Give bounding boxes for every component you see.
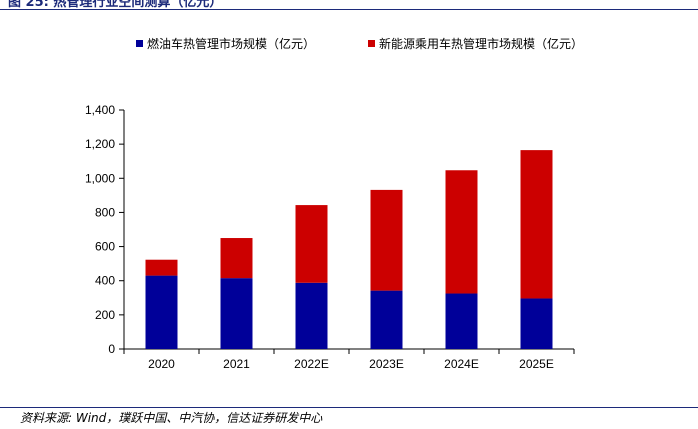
stacked-bar-chart: 0 200 400 600 800 1,000 1,200 1,400 2020 2021 2022… [85, 103, 575, 371]
legend-swatch-nev [368, 40, 375, 47]
bar-nev [370, 189, 403, 291]
x-tick-label: 2024E [444, 357, 479, 371]
bar-fuel [145, 275, 178, 349]
bar-nev [520, 150, 553, 299]
bar-fuel [220, 278, 253, 349]
y-tick-label: 600 [95, 240, 115, 254]
x-tick-label: 2020 [148, 357, 175, 371]
x-tick-label: 2025E [519, 357, 554, 371]
source-divider [0, 407, 698, 408]
x-tick-label: 2023E [369, 357, 404, 371]
legend-item-fuel: 燃油车热管理市场规模（亿元） [136, 35, 315, 52]
y-tick-label: 1,000 [85, 171, 115, 185]
bar-fuel [370, 290, 403, 349]
bar-nev [220, 238, 253, 279]
bar-nev [145, 259, 178, 276]
legend-label-nev: 新能源乘用车热管理市场规模（亿元） [379, 37, 584, 51]
y-tick-label: 200 [95, 308, 115, 322]
source-note: 资料来源: Wind，璞跃中国、中汽协，信达证券研发中心 [20, 411, 323, 425]
bar-fuel [445, 293, 478, 349]
x-tick-label: 2021 [223, 357, 250, 371]
y-tick-label: 400 [95, 274, 115, 288]
bar-fuel [520, 298, 553, 349]
y-tick-label: 800 [95, 205, 115, 219]
y-tick-label: 1,200 [85, 137, 115, 151]
x-tick-label: 2022E [294, 357, 329, 371]
legend-label-fuel: 燃油车热管理市场规模（亿元） [147, 37, 316, 51]
bar-nev [445, 170, 478, 294]
top-divider [0, 9, 698, 10]
legend-item-nev: 新能源乘用车热管理市场规模（亿元） [368, 35, 583, 52]
chart-legend: 燃油车热管理市场规模（亿元） 新能源乘用车热管理市场规模（亿元） [0, 35, 698, 53]
bar-fuel [295, 282, 328, 349]
bar-nev [295, 205, 328, 283]
y-tick-label: 1,400 [85, 103, 115, 117]
y-tick-label: 0 [108, 342, 115, 356]
figure-caption: 图 25: 热管理行业空间测算（亿元） [8, 0, 223, 10]
legend-swatch-fuel [136, 40, 143, 47]
